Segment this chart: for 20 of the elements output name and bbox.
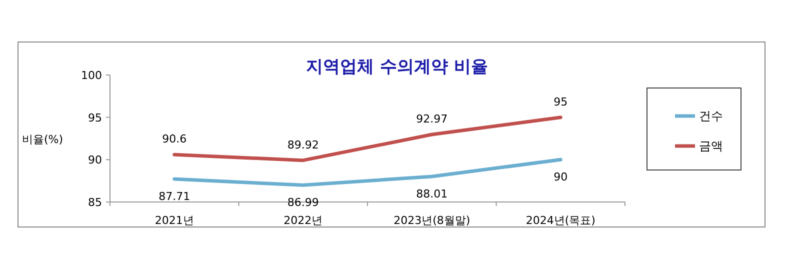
data-label: 89.92: [287, 138, 319, 152]
data-label: 90.6: [162, 132, 187, 146]
data-label: 88.01: [416, 188, 448, 201]
x-tick-label: 2022년: [284, 214, 323, 227]
y-axis-title: 비율(%): [22, 133, 64, 146]
x-tick-label: 2023년(8월말): [394, 214, 470, 227]
y-tick-label: 100: [81, 69, 102, 82]
y-tick-label: 90: [88, 154, 102, 167]
data-label: 90: [554, 170, 568, 184]
x-tick-label: 2021년: [154, 214, 194, 227]
data-label: 87.71: [158, 190, 190, 204]
x-tick-label: 2024년(목표): [526, 214, 596, 227]
data-label: 86.99: [287, 196, 319, 210]
data-label: 92.97: [416, 112, 448, 126]
legend-label: 금액: [699, 139, 723, 153]
y-tick-label: 85: [88, 196, 102, 209]
legend-label: 건수: [699, 109, 723, 123]
data-label: 95: [554, 95, 568, 108]
y-tick-label: 95: [88, 111, 102, 124]
chart-title: 지역업체 수의계약 비율: [306, 57, 488, 77]
